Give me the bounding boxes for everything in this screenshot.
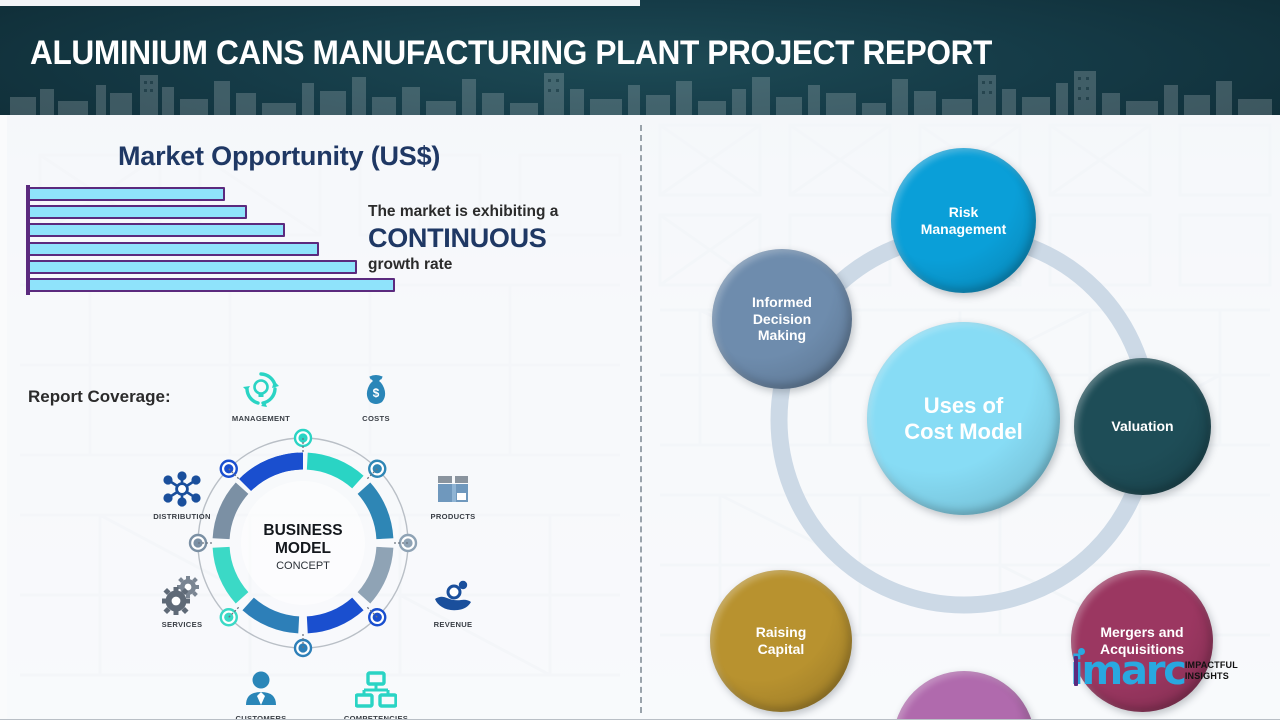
node-risk-management-line1: Risk [948, 203, 979, 220]
node-informed-line1: Informed [752, 294, 812, 311]
growth-line-3: growth rate [368, 256, 453, 274]
donut-segment [306, 597, 364, 634]
left-panel: Market Opportunity (US$) The market is e… [0, 115, 640, 720]
logo-dot [1078, 648, 1085, 655]
left-edge-strip [0, 115, 7, 720]
org-chart-icon [328, 663, 424, 709]
logo-wordmark: imarc [1070, 648, 1187, 694]
chart-bar [28, 205, 248, 220]
city-skyline-graphic [10, 71, 1272, 115]
node-mergers-line1: Mergers and [1100, 624, 1184, 641]
coverage-item-customers[interactable]: CUSTOMERS [213, 663, 309, 720]
logo-tagline: IMPACTFUL INSIGHTS [1185, 660, 1238, 682]
donut-segment [357, 546, 394, 604]
node-raising-line1: Raising [755, 624, 807, 641]
coverage-item-distribution[interactable]: DISTRIBUTION [134, 461, 230, 521]
person-icon [213, 663, 309, 709]
coverage-label-customers: CUSTOMERS [235, 714, 287, 720]
node-informed-line3: Making [757, 327, 807, 344]
svg-text:$: $ [373, 386, 380, 400]
market-opportunity-bar-chart [26, 185, 406, 295]
right-panel: Uses of Cost Model Risk Management Valua… [640, 115, 1280, 720]
coverage-label-products: PRODUCTS [430, 512, 476, 521]
header-banner: ALUMINIUM CANS MANUFACTURING PLANT PROJE… [0, 0, 1280, 115]
chart-bar [28, 223, 286, 238]
business-model-diagram: BUSINESS MODEL CONCEPT [128, 372, 478, 720]
chart-axis [26, 185, 30, 295]
header-top-strip [0, 0, 640, 6]
donut-node-core [224, 612, 234, 622]
bm-center-line1: BUSINESS [263, 522, 342, 539]
business-model-donut: BUSINESS MODEL CONCEPT [188, 428, 418, 658]
chart-bar [28, 187, 225, 201]
hand-coin-icon [405, 569, 501, 615]
node-raising-capital[interactable]: Raising Capital [710, 570, 852, 712]
coverage-item-competencies[interactable]: COMPETENCIES [328, 663, 424, 720]
center-line-1: Uses of [923, 392, 1004, 418]
coverage-label-services: SERVICES [161, 620, 203, 629]
node-informed-decision-making[interactable]: Informed Decision Making [712, 249, 852, 389]
donut-node-core [372, 612, 382, 622]
coverage-item-revenue[interactable]: REVENUE [405, 569, 501, 629]
node-informed-line2: Decision [752, 310, 812, 327]
node-mergers-line2: Acquisitions [1099, 641, 1184, 657]
coverage-label-costs: COSTS [362, 414, 390, 423]
donut-segment [212, 546, 249, 604]
coverage-label-management: MANAGEMENT [231, 414, 291, 423]
donut-segment [242, 597, 300, 634]
logo-tagline-line1: IMPACTFUL [1184, 660, 1238, 671]
coverage-label-revenue: REVENUE [433, 620, 473, 629]
donut-segment [212, 482, 249, 540]
node-risk-management[interactable]: Risk Management [891, 148, 1036, 293]
panel-divider [640, 125, 642, 713]
growth-line-2: CONTINUOUS [368, 223, 547, 254]
center-line-2: Cost Model [904, 418, 1023, 444]
node-raising-line2: Capital [757, 641, 805, 657]
node-valuation-line1: Valuation [1111, 418, 1174, 435]
center-node-uses-of-cost-model[interactable]: Uses of Cost Model [867, 322, 1060, 515]
growth-statement: The market is exhibiting a CONTINUOUS gr… [368, 203, 633, 274]
coverage-item-services[interactable]: SERVICES [134, 569, 230, 629]
coverage-item-products[interactable]: PRODUCTS [405, 461, 501, 521]
donut-segment [357, 482, 394, 540]
coverage-item-management[interactable]: MANAGEMENT [213, 363, 309, 423]
coverage-label-competencies: COMPETENCIES [343, 714, 409, 720]
donut-segment [242, 452, 300, 489]
imarc-logo[interactable]: imarc IMPACTFUL INSIGHTS [1070, 648, 1238, 694]
node-mergers-and-acquisitions[interactable]: Mergers and Acquisitions [1071, 570, 1213, 712]
coverage-item-costs[interactable]: $ COSTS [328, 363, 424, 423]
node-valuation[interactable]: Valuation [1074, 358, 1211, 495]
node-risk-management-line2: Management [920, 220, 1007, 237]
growth-line-1: The market is exhibiting a [368, 203, 559, 220]
market-opportunity-title: Market Opportunity (US$) [118, 141, 441, 171]
package-box-icon [405, 461, 501, 507]
chart-bar [28, 278, 395, 292]
slide-body: Market Opportunity (US$) The market is e… [0, 115, 1280, 720]
report-coverage-label: Report Coverage: [28, 387, 171, 406]
logo-separator-bar [1074, 656, 1078, 686]
donut-segment [306, 452, 364, 489]
node-budgeting-line1: Budgeting [918, 717, 1009, 720]
gears-icon [134, 569, 230, 615]
logo-tagline-line2: INSIGHTS [1184, 671, 1229, 681]
bm-center-line3: CONCEPT [276, 560, 330, 572]
money-bag-icon: $ [328, 363, 424, 409]
network-nodes-icon [134, 461, 230, 507]
recycle-bulb-icon [213, 363, 309, 409]
coverage-label-distribution: DISTRIBUTION [153, 512, 211, 521]
chart-bar [28, 259, 357, 274]
bm-center-line2: MODEL [275, 540, 331, 557]
page-title: ALUMINIUM CANS MANUFACTURING PLANT PROJE… [30, 34, 992, 72]
chart-bar [28, 241, 320, 256]
